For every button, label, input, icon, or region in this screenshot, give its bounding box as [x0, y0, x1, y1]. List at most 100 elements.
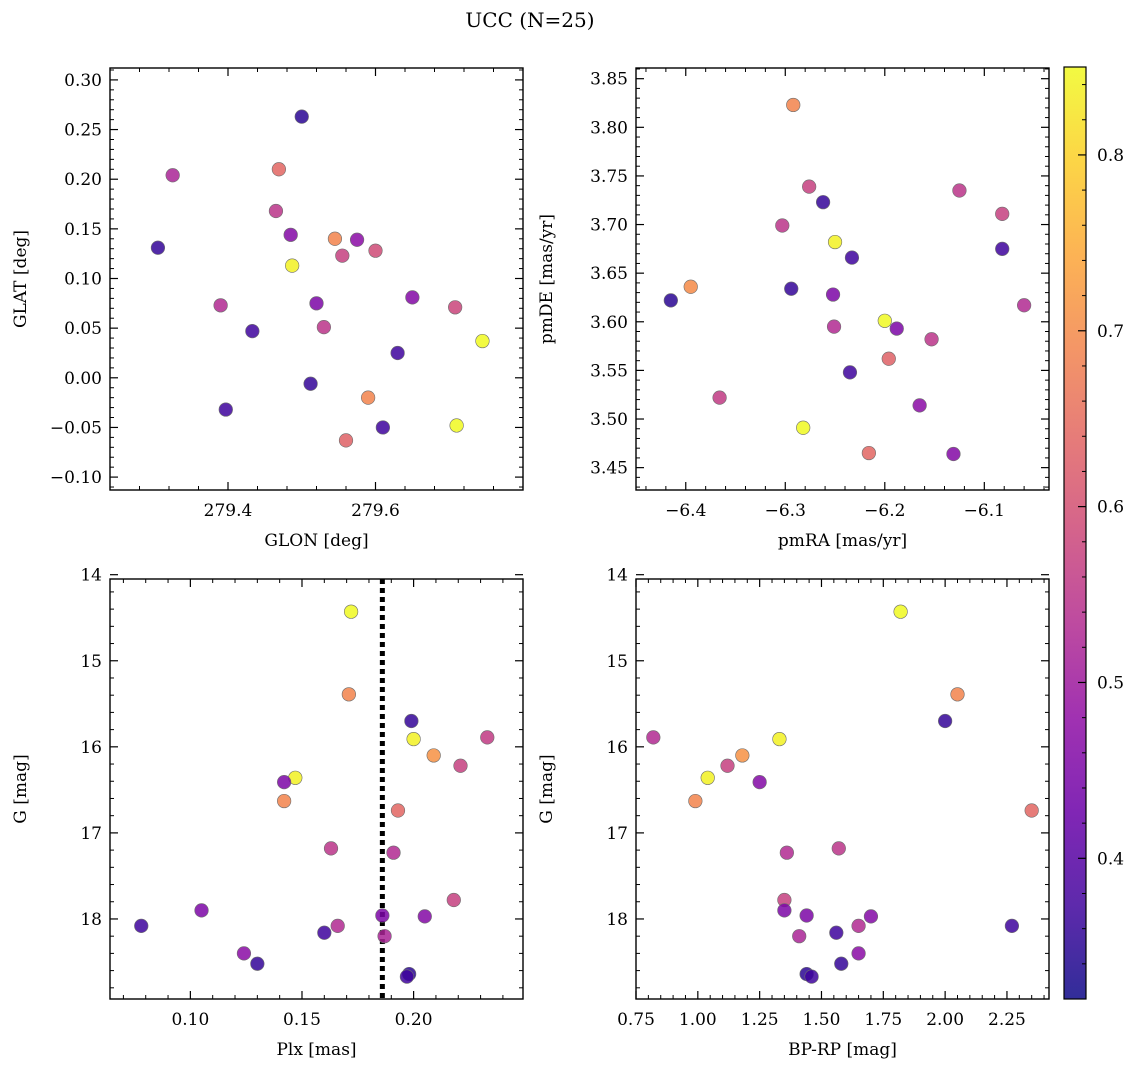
y-tick-label: −0.05	[50, 418, 102, 438]
data-point	[826, 319, 842, 334]
data-point	[683, 279, 698, 294]
data-point	[271, 162, 286, 177]
data-point	[831, 841, 846, 856]
data-point	[834, 956, 849, 971]
data-point	[827, 234, 843, 250]
data-point	[245, 324, 260, 339]
data-point	[303, 376, 318, 391]
data-point	[404, 713, 419, 729]
data-point	[277, 775, 292, 790]
data-point	[399, 969, 415, 984]
axes-frame	[635, 578, 1050, 1000]
data-point	[341, 687, 356, 702]
y-tick-label: 0.30	[64, 71, 102, 91]
x-axis-label: pmRA [mas/yr]	[778, 531, 907, 551]
x-axis-label: GLON [deg]	[264, 531, 368, 551]
data-point	[405, 290, 420, 305]
data-point	[361, 390, 376, 405]
data-point	[446, 892, 461, 908]
x-tick-label: 2.25	[988, 1010, 1026, 1030]
data-point	[946, 446, 961, 462]
y-tick-label: 17	[606, 824, 628, 844]
x-tick-label: −6.1	[964, 501, 1005, 521]
panel-parallax-magnitude: 0.10 0.15 0.20 14 15 16 17 18 Plx [mas] G [mag]	[11, 566, 524, 1060]
data-point	[338, 433, 354, 448]
panel-sky: 279.4 279.6 −0.10 −0.05 0.00 0.05 0.10 0.15 0.20…	[11, 67, 524, 551]
y-tick-label: 3.55	[590, 361, 628, 381]
y-tick-label: 0.00	[64, 369, 102, 389]
data-point	[417, 909, 432, 924]
x-tick-label: 0.75	[617, 1010, 655, 1030]
data-point	[842, 365, 858, 380]
data-point	[893, 604, 908, 619]
data-point	[426, 748, 441, 763]
y-tick-label: 3.65	[590, 264, 628, 284]
x-tick-label: −6.2	[864, 501, 905, 521]
data-point	[646, 730, 661, 745]
colorbar-tick-label: 0.5	[1097, 673, 1124, 693]
y-tick-label: 3.45	[590, 459, 628, 479]
data-point	[475, 333, 490, 349]
colorbar-tick-label: 0.4	[1097, 849, 1124, 869]
x-tick-label: 1.00	[679, 1010, 717, 1030]
data-point	[877, 313, 892, 328]
data-point	[912, 398, 927, 413]
data-point	[236, 946, 252, 961]
x-tick-label: 1.25	[741, 1010, 779, 1030]
data-point	[779, 845, 794, 860]
x-tick-label: 2.00	[926, 1010, 964, 1030]
data-point	[480, 730, 495, 745]
y-axis-label: G [mag]	[537, 754, 557, 823]
x-tick-label: −6.4	[665, 501, 706, 521]
y-axis-label: GLAT [deg]	[11, 230, 31, 328]
data-point	[777, 903, 792, 918]
y-tick-label: 3.85	[590, 70, 628, 90]
data-point	[194, 903, 209, 918]
axes-frame	[109, 578, 524, 1000]
colorbar: 0.4 0.5 0.6 0.7 0.8	[1063, 66, 1124, 1000]
data-point	[1004, 918, 1020, 933]
colorbar-scale	[1063, 66, 1087, 1000]
y-tick-label: 16	[80, 738, 102, 758]
data-point	[775, 218, 790, 233]
data-point	[712, 390, 727, 405]
data-point	[330, 918, 345, 933]
data-point	[796, 420, 811, 435]
data-point	[784, 281, 799, 296]
y-tick-label: 0.10	[64, 270, 102, 290]
data-point	[309, 296, 324, 311]
data-point	[283, 227, 298, 242]
y-tick-label: 14	[80, 566, 102, 586]
x-tick-label: 279.4	[204, 501, 253, 521]
data-point	[815, 195, 831, 210]
data-point	[825, 287, 841, 302]
data-point	[390, 803, 406, 818]
data-point	[938, 713, 953, 729]
scatter-panels: 279.4 279.6 −0.10 −0.05 0.00 0.05 0.10 0.15 0.20…	[11, 67, 1050, 1060]
data-point	[323, 841, 339, 856]
y-tick-label: 15	[80, 652, 102, 672]
x-tick-label: 0.10	[171, 1010, 209, 1030]
data-point	[844, 250, 860, 265]
data-point	[995, 241, 1010, 256]
data-point	[924, 332, 939, 347]
data-point	[802, 179, 817, 194]
y-axis-label: pmDE [mas/yr]	[537, 214, 557, 344]
data-point	[950, 687, 965, 702]
y-tick-label: 3.60	[590, 313, 628, 333]
data-point	[804, 969, 819, 984]
data-point	[377, 929, 392, 944]
y-tick-label: 14	[606, 566, 628, 586]
y-axis-label: G [mag]	[11, 754, 31, 823]
data-point	[863, 909, 879, 924]
y-tick-label: 0.20	[64, 170, 102, 190]
data-point	[386, 845, 401, 860]
y-tick-label: 16	[606, 738, 628, 758]
data-point	[213, 298, 228, 313]
data-point	[277, 793, 292, 809]
panel-proper-motion: −6.4 −6.3 −6.2 −6.1 3.45 3.50 3.55 3.60 3.65 3.70…	[537, 67, 1050, 551]
y-tick-label: 3.70	[590, 216, 628, 236]
x-axis-label: Plx [mas]	[276, 1040, 356, 1060]
data-point	[448, 300, 463, 315]
data-point	[1024, 803, 1039, 818]
